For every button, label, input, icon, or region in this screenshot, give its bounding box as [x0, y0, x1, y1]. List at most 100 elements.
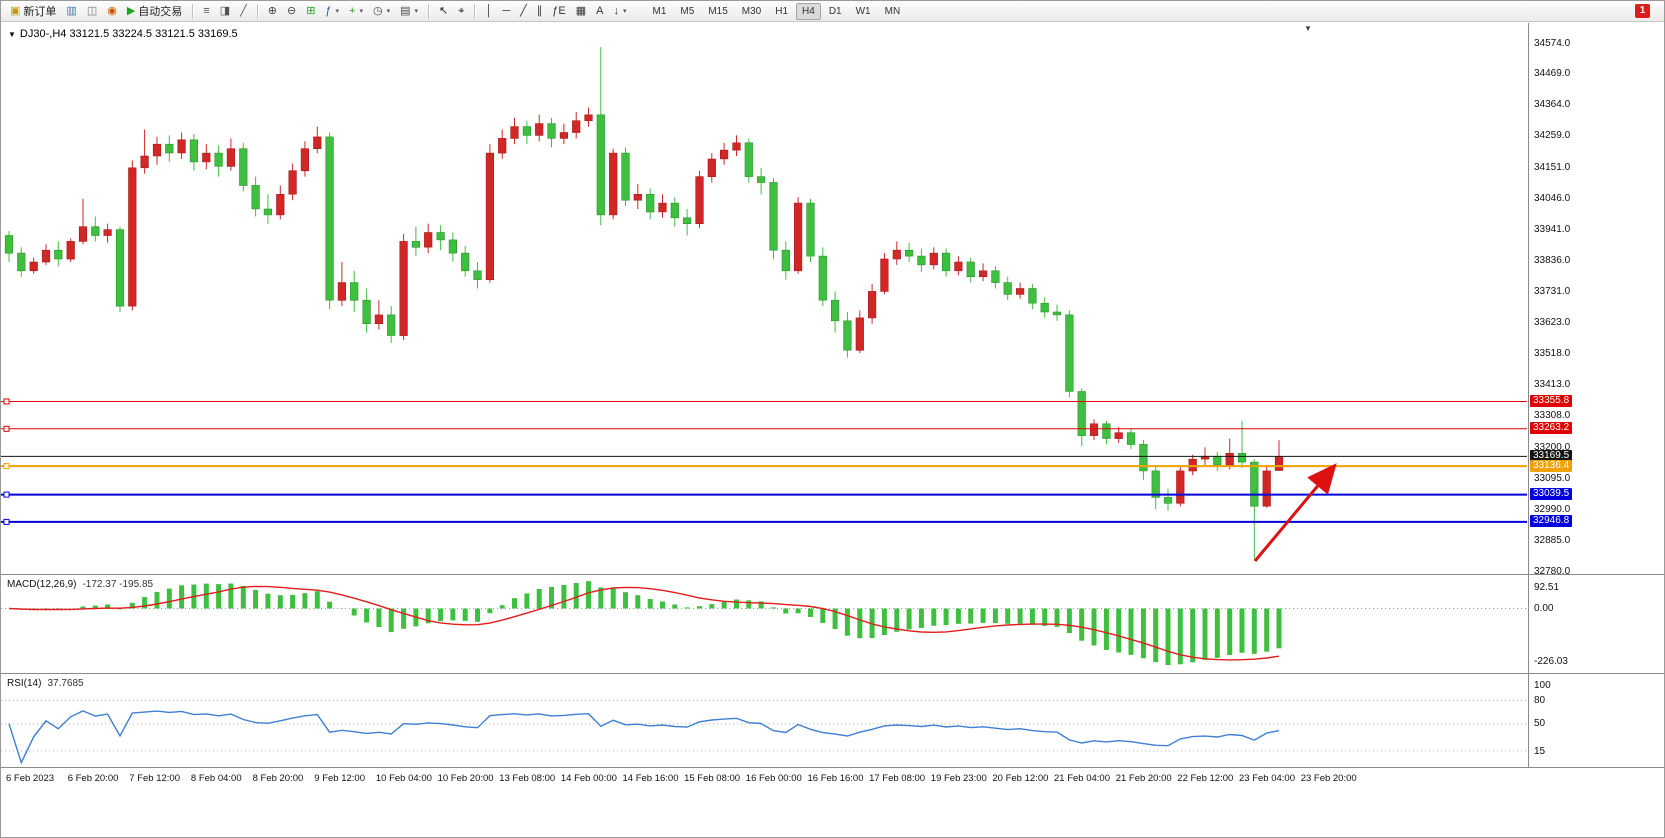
price-level-tag: 33136.4	[1530, 459, 1573, 472]
bar-chart-button[interactable]: ≡	[198, 2, 214, 20]
new-order-button[interactable]: ▣ 新订单	[5, 2, 61, 20]
one-click-trading-toggle[interactable]: ▼	[8, 29, 16, 39]
time-axis-label: 10 Feb 04:00	[375, 773, 432, 784]
price-axis-label: 33518.0	[1534, 348, 1571, 360]
profile-button[interactable]: ◫	[82, 2, 102, 20]
horizontal-line[interactable]	[1, 425, 1527, 432]
price-axis-label: 33413.0	[1534, 379, 1571, 391]
timeframe-m1[interactable]: M1	[652, 5, 667, 17]
macd-axis-label: -226.03	[1534, 655, 1568, 667]
price-axis-label: 33623.0	[1534, 317, 1571, 329]
candlestick-chart-button[interactable]: ◨	[215, 2, 235, 20]
price-axis-label: 33836.0	[1534, 254, 1571, 266]
time-axis-label: 15 Feb 08:00	[684, 773, 741, 784]
zoom-in-icon: ⊕	[267, 4, 277, 17]
price-level-tag: 32946.8	[1530, 515, 1573, 528]
autotrading-button[interactable]: ▶ 自动交易	[122, 2, 187, 20]
panel-divider[interactable]	[1, 673, 1664, 674]
trendline-button[interactable]: ╱	[515, 2, 532, 20]
add-indicator-button[interactable]: + ▾	[344, 2, 368, 20]
price-axis-label: 32885.0	[1534, 534, 1571, 546]
indicators-button[interactable]: ƒ ▾	[320, 2, 344, 20]
time-axis-label: 6 Feb 20:00	[67, 773, 119, 784]
timeframe-d1[interactable]: D1	[828, 5, 842, 17]
arrows-button[interactable]: ↓ ▾	[608, 2, 631, 20]
new-order-icon: ▣	[10, 4, 21, 17]
crosshair-button[interactable]: ⌖	[453, 2, 469, 20]
time-axis-label: 7 Feb 12:00	[129, 773, 181, 784]
horizontal-line[interactable]	[1, 518, 1527, 525]
trendline-icon: ╱	[520, 4, 527, 17]
chart-title-bar: ▼ DJ30-,H4 33121.5 33224.5 33121.5 33169…	[8, 28, 238, 40]
templates-button[interactable]: ▤ ▾	[395, 2, 423, 20]
macd-indicator-label: MACD(12,26,9) -172.37 -195.85	[7, 579, 154, 590]
horizontal-line-button[interactable]: ─	[497, 2, 515, 20]
timeframe-h1[interactable]: H1	[775, 5, 789, 17]
zoom-out-button[interactable]: ⊖	[282, 2, 301, 20]
vertical-line-button[interactable]: │	[480, 2, 497, 20]
notification-badge[interactable]: 1	[1635, 4, 1650, 18]
time-axis[interactable]: 6 Feb 2023 6 Feb 20:00 7 Feb 12:00 8 Feb 04…	[1, 768, 1664, 794]
tile-windows-button[interactable]: ⊞	[301, 2, 320, 20]
panel-divider[interactable]	[1, 574, 1664, 575]
time-axis-label: 8 Feb 20:00	[252, 773, 304, 784]
price-level-tag: 33039.5	[1530, 488, 1573, 501]
dropdown-arrow-icon: ▾	[622, 8, 627, 15]
tile-windows-icon: ⊞	[306, 4, 316, 17]
rsi-indicator-label: RSI(14) 37.7685	[7, 678, 84, 689]
channel-button[interactable]: ∥	[532, 2, 548, 20]
price-axis-label: 34574.0	[1534, 37, 1571, 49]
toolbar-separator	[256, 3, 258, 19]
dropdown-arrow-icon: ▾	[359, 8, 363, 15]
timeframe-m5[interactable]: M5	[680, 5, 695, 17]
timeframe-w1[interactable]: W1	[855, 5, 871, 17]
shapes-button[interactable]: ▦	[571, 2, 591, 20]
cursor-button[interactable]: ↖	[434, 2, 453, 20]
dropdown-arrow-icon: ▾	[386, 8, 391, 15]
toolbar-separator	[474, 3, 476, 19]
timeframe-m30[interactable]: M30	[741, 5, 762, 17]
toolbar-separator	[192, 3, 194, 19]
shapes-icon: ▦	[575, 4, 587, 17]
new-order-button-label: 新订单	[23, 6, 57, 18]
equidistant-channel-icon: ∥	[536, 4, 543, 17]
timeframe-m15[interactable]: M15	[708, 5, 728, 17]
time-axis-label: 16 Feb 16:00	[807, 773, 864, 784]
arrow-stamp-icon: ↓	[613, 4, 619, 17]
community-button[interactable]: ◉	[102, 2, 122, 20]
vertical-line-icon: │	[485, 4, 493, 17]
price-level-tag: 33263.2	[1530, 422, 1573, 435]
rsi-axis-label: 80	[1534, 695, 1546, 706]
fibonacci-button[interactable]: ƒE	[547, 2, 570, 20]
toolbar-separator	[428, 3, 430, 19]
rsi-axis-label: 100	[1534, 679, 1551, 691]
horizontal-line[interactable]	[1, 398, 1527, 405]
macd-panel-canvas[interactable]	[1, 576, 1528, 673]
text-button[interactable]: A	[591, 2, 608, 20]
timeframe-toolbar: M1 M5 M15 M30 H1 H4 D1 W1 MN	[646, 2, 908, 20]
timeframe-mn[interactable]: MN	[884, 5, 901, 17]
price-axis-label: 33941.0	[1534, 223, 1571, 235]
chart-shift-marker-icon[interactable]: ▼	[1304, 24, 1312, 33]
rsi-panel-canvas[interactable]	[1, 675, 1528, 767]
horizontal-line[interactable]	[1, 463, 1527, 470]
charts-button[interactable]: ▥	[61, 2, 81, 20]
panel-divider[interactable]	[1, 767, 1664, 768]
line-chart-button[interactable]: ╱	[235, 2, 252, 20]
main-chart-canvas[interactable]	[1, 23, 1528, 574]
horizontal-line[interactable]	[1, 491, 1527, 498]
clock-icon: ◷	[373, 4, 383, 17]
fibonacci-icon: ƒE	[552, 4, 566, 17]
zoom-in-button[interactable]: ⊕	[263, 2, 282, 20]
timeframe-h4[interactable]: H4	[796, 2, 821, 20]
time-axis-label: 19 Feb 23:00	[930, 773, 987, 784]
autotrading-play-icon: ▶	[126, 4, 136, 17]
time-axis-label: 20 Feb 12:00	[992, 773, 1049, 784]
trend-arrow[interactable]	[1253, 463, 1337, 562]
time-axis-label: 21 Feb 20:00	[1115, 773, 1172, 784]
time-axis-label: 14 Feb 00:00	[560, 773, 617, 784]
price-axis-label: 33731.0	[1534, 285, 1571, 297]
cursor-icon: ↖	[439, 4, 449, 17]
periods-button[interactable]: ◷ ▾	[368, 2, 395, 20]
current-price-tag: 33169.5	[1530, 449, 1573, 462]
